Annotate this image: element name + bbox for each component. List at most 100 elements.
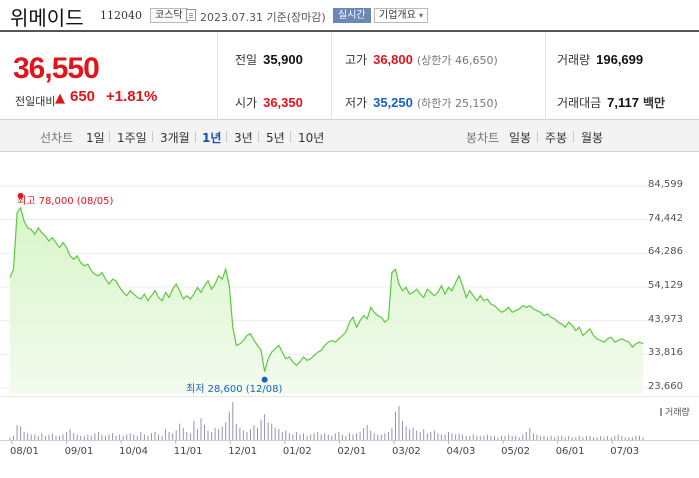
- volume-bar: [214, 427, 216, 440]
- tab-monthly[interactable]: 월봉: [581, 131, 604, 145]
- trade-amount: 거래대금 7,117 백만: [557, 95, 666, 110]
- volume-bar: [260, 419, 262, 440]
- company-overview-dropdown[interactable]: 기업개요 ▾: [374, 8, 429, 23]
- volume-bar: [232, 402, 234, 440]
- volume-bar: [448, 431, 449, 440]
- y-tick-label: 33,816: [648, 347, 683, 359]
- tab-weekly[interactable]: 주봉: [545, 131, 568, 145]
- volume-bar: [34, 434, 36, 440]
- tab-3m[interactable]: 3개월: [160, 131, 190, 145]
- volume-bar: [41, 433, 43, 440]
- volume-bar: [614, 435, 616, 440]
- tab-daily[interactable]: 일봉: [509, 131, 532, 145]
- volume-bar: [126, 434, 128, 440]
- volume-bar: [518, 437, 520, 440]
- volume-bar: [274, 427, 276, 440]
- volume-bar: [387, 431, 389, 440]
- volume-bar: [639, 435, 640, 440]
- volume-bar: [426, 433, 428, 440]
- volume-bar: [193, 421, 195, 440]
- volume-bar: [37, 435, 39, 440]
- tab-1y[interactable]: 1년: [202, 131, 222, 145]
- volume-bar: [285, 430, 287, 440]
- prev-close: 전일 35,900: [235, 52, 303, 67]
- volume-bar: [589, 435, 591, 440]
- volume-bar: [20, 426, 22, 440]
- volume-bar: [90, 435, 92, 440]
- volume-bar: [101, 434, 103, 440]
- volume-bar: [23, 431, 25, 440]
- current-price-area: 36,550 전일대비 ▲ 650 +1.81%: [0, 32, 218, 120]
- volume-bar: [239, 427, 241, 440]
- volume-bar: [547, 437, 548, 440]
- x-tick-label: 05/02: [501, 446, 530, 457]
- tab-3y[interactable]: 3년: [234, 131, 253, 145]
- tab-10y[interactable]: 10년: [298, 131, 325, 145]
- volume-bar: [486, 434, 488, 440]
- volume-bar: [182, 427, 184, 440]
- volume-bar: [568, 435, 570, 440]
- volume-bar: [154, 431, 156, 440]
- volume-bar: [168, 431, 170, 440]
- volume-bar: [511, 435, 513, 440]
- low-price: 저가 35,250 (하한가 25,150): [345, 95, 498, 110]
- volume-bar: [433, 430, 435, 440]
- volume-bar: [391, 427, 393, 440]
- volume-legend-swatch: [660, 408, 662, 416]
- volume-bar: [59, 435, 60, 440]
- volume-bar: [444, 434, 446, 440]
- volume-bar: [87, 434, 89, 440]
- volume-bar: [525, 431, 527, 440]
- volume-bar: [610, 437, 612, 440]
- volume-bar: [179, 423, 181, 440]
- volume-bar: [80, 435, 82, 440]
- volume-bar: [395, 411, 396, 440]
- volume-bar: [543, 435, 545, 440]
- volume-bar: [490, 435, 492, 440]
- volume-bar: [593, 437, 594, 440]
- volume-bar: [228, 411, 230, 440]
- volume-bar: [115, 435, 117, 440]
- volume-bar: [465, 435, 467, 440]
- open-price: 시가 36,350: [235, 95, 303, 110]
- tab-5y[interactable]: 5년: [266, 131, 285, 145]
- x-tick-label: 04/03: [446, 446, 476, 457]
- volume-bar: [409, 429, 411, 440]
- market-badge: 코스닥: [150, 8, 188, 23]
- volume-bar: [585, 435, 587, 440]
- volume-bar: [295, 431, 297, 440]
- volume-bar: [561, 435, 563, 440]
- volume-bar: [317, 431, 319, 440]
- volume-bar: [27, 433, 29, 440]
- volume-bar: [186, 431, 188, 440]
- y-tick-label: 64,286: [648, 246, 683, 258]
- y-tick-label: 23,660: [648, 381, 683, 392]
- divider: [109, 131, 110, 142]
- volume-bar: [532, 433, 534, 440]
- line-chart-label: 선차트: [40, 131, 74, 145]
- volume-bar: [363, 427, 365, 440]
- volume-bar: [384, 433, 386, 440]
- up-arrow-icon: ▲: [55, 91, 65, 106]
- stock-name: 위메이드: [10, 6, 84, 30]
- divider: [152, 131, 153, 142]
- x-tick-label: 07/03: [610, 446, 640, 457]
- tab-1d[interactable]: 1일: [86, 131, 105, 145]
- compare-label: 전일대비: [15, 95, 56, 108]
- volume-bar: [508, 434, 510, 440]
- base-date: 2023.07.31 기준(장마감): [200, 11, 326, 24]
- volume-bar: [494, 435, 495, 440]
- volume-bar: [242, 430, 244, 440]
- volume-bar: [66, 431, 68, 440]
- volume-bar: [161, 435, 163, 440]
- volume-bar: [129, 433, 131, 440]
- tab-1w[interactable]: 1주일: [117, 131, 147, 145]
- volume-bar: [458, 433, 460, 440]
- x-tick-label: 08/01: [10, 446, 39, 457]
- volume-bar: [621, 435, 623, 440]
- trade-volume: 거래량 196,699: [557, 52, 644, 67]
- realtime-button[interactable]: 실시간: [333, 8, 371, 23]
- volume-bar: [143, 434, 145, 440]
- volume-bar: [529, 427, 531, 440]
- min-price-annotation: 최저 28,600 (12/08): [186, 384, 283, 395]
